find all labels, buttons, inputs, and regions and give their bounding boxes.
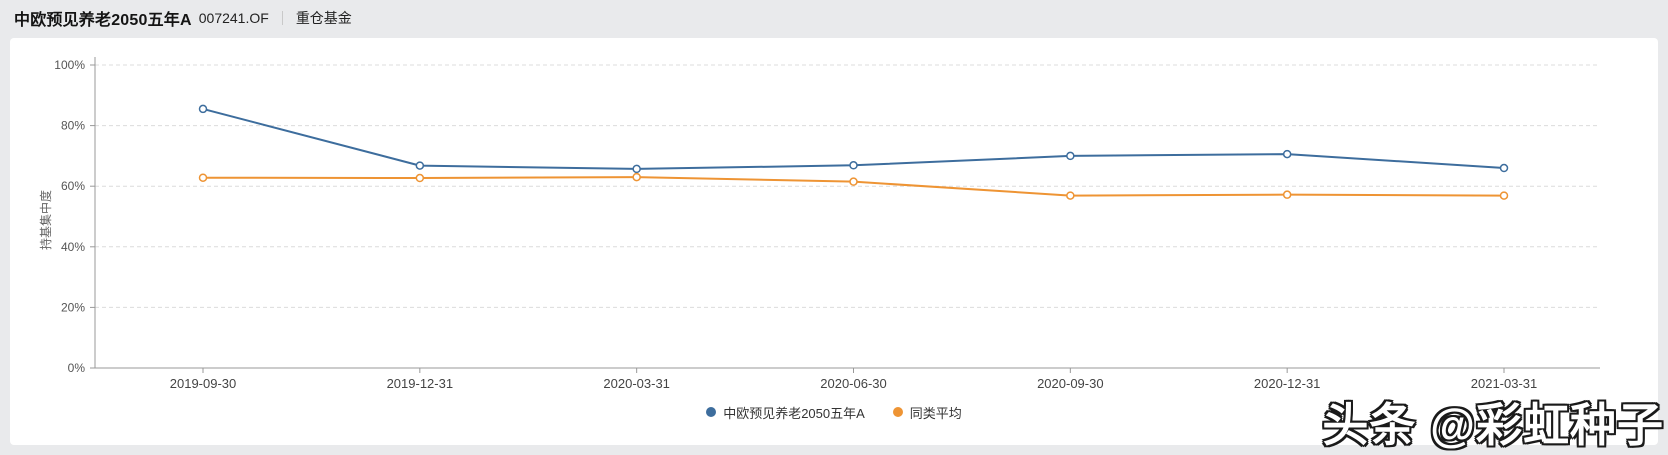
- y-axis-label: 0%: [68, 361, 86, 375]
- tab-heavy-holding-funds[interactable]: 重仓基金: [295, 10, 352, 26]
- x-axis-label: 2020-12-31: [1254, 376, 1321, 391]
- data-point-marker[interactable]: [632, 164, 641, 174]
- x-axis-label: 2019-09-30: [170, 376, 237, 391]
- fund-title: 中欧预见养老2050五年A: [14, 12, 192, 29]
- data-point-marker[interactable]: [415, 161, 425, 170]
- series-line-0: [202, 107, 1505, 170]
- data-point-marker[interactable]: [1499, 191, 1509, 200]
- data-point-marker[interactable]: [1499, 163, 1509, 173]
- data-point-marker[interactable]: [1282, 190, 1292, 199]
- data-point-marker[interactable]: [1282, 149, 1292, 159]
- legend-label: 中欧预见养老2050五年A: [723, 405, 865, 421]
- y-axis-label: 60%: [61, 179, 85, 193]
- page-header: 中欧预见养老2050五年A 007241.OF 重仓基金: [0, 0, 1668, 36]
- fund-code: 007241.OF: [198, 10, 269, 26]
- data-point-marker[interactable]: [198, 173, 208, 182]
- legend-label: 同类平均: [909, 405, 962, 421]
- holding-concentration-line-chart: 0% 20% 40% 60% 80% 100% 2019-09-30 2019-12-31 20…: [38, 57, 1600, 391]
- data-point-marker[interactable]: [849, 161, 858, 170]
- x-axis-label: 2020-06-30: [820, 376, 887, 391]
- data-point-marker[interactable]: [1066, 151, 1075, 161]
- legend-dot-icon: [706, 407, 717, 417]
- data-point-marker[interactable]: [632, 172, 641, 182]
- chart-legend: 中欧预见养老2050五年A 同类平均: [10, 403, 1658, 422]
- x-axis-label: 2019-12-31: [387, 376, 454, 391]
- x-axis-label: 2021-03-31: [1471, 376, 1538, 391]
- chart-card: 0% 20% 40% 60% 80% 100% 2019-09-30 2019-12-31 20…: [10, 38, 1658, 445]
- y-axis-label: 100%: [54, 58, 85, 72]
- data-point-marker[interactable]: [415, 173, 425, 183]
- watermark: 头条 @彩虹种子: [1322, 399, 1664, 451]
- data-point-marker[interactable]: [1066, 191, 1075, 200]
- y-axis-label: 20%: [61, 300, 85, 314]
- legend-dot-icon: [892, 407, 903, 417]
- legend-item-1[interactable]: 同类平均: [892, 403, 962, 422]
- y-axis-title: 持基集中度: [38, 190, 53, 250]
- header-divider: [281, 11, 283, 25]
- x-axis-label: 2020-03-31: [603, 376, 670, 391]
- data-point-marker[interactable]: [849, 177, 858, 186]
- y-axis-label: 80%: [61, 119, 85, 133]
- x-axis-label: 2020-09-30: [1037, 376, 1104, 391]
- y-axis-label: 40%: [61, 240, 85, 254]
- legend-item-0[interactable]: 中欧预见养老2050五年A: [706, 403, 865, 422]
- data-point-marker[interactable]: [198, 104, 208, 114]
